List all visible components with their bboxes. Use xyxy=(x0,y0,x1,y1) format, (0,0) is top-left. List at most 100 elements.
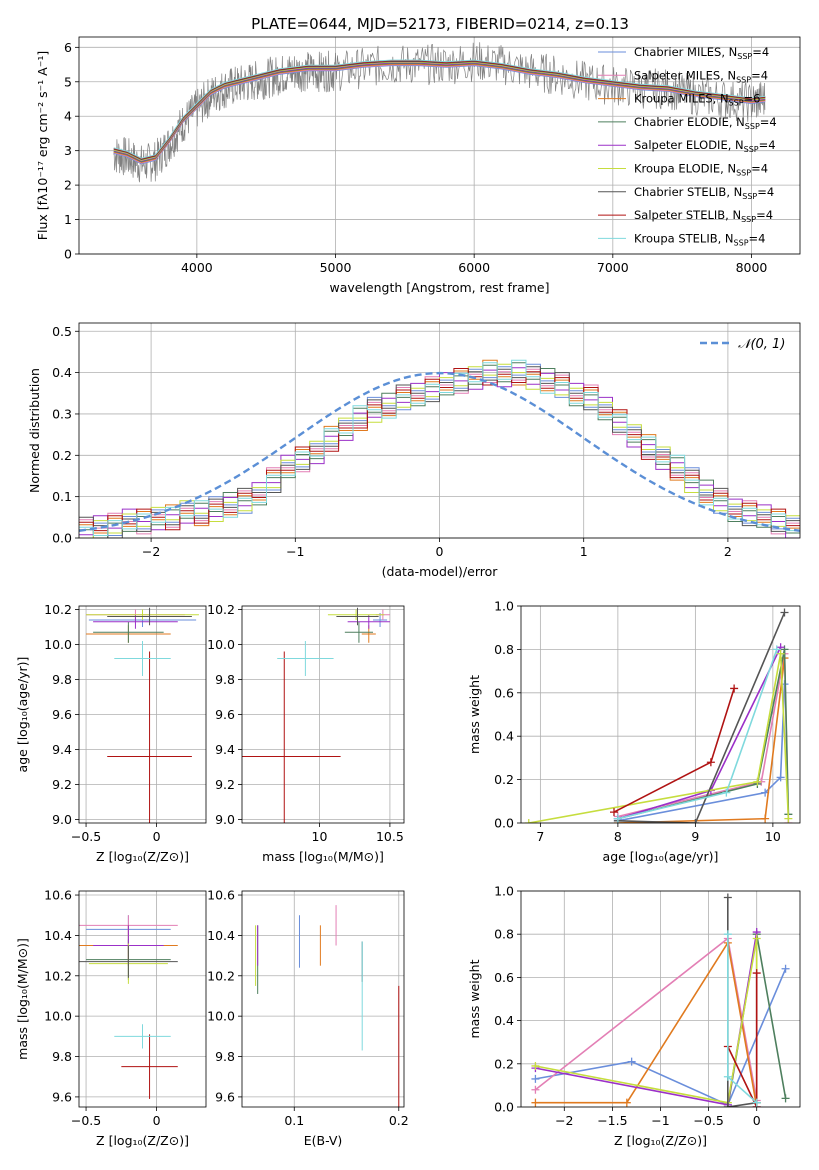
tick-label-x: 7000 xyxy=(597,260,629,275)
tick-label-y: 9.8 xyxy=(52,672,72,687)
spectrum-xlabel: wavelength [Angstrom, rest frame] xyxy=(329,280,549,295)
tick-label-x: 9 xyxy=(691,829,699,844)
tick-label-x: −0.5 xyxy=(693,1113,723,1128)
tick-label-y: 9.8 xyxy=(215,672,235,687)
weight-marker xyxy=(531,1074,540,1083)
mass-vs-z-frame xyxy=(78,890,207,1108)
tick-label-y: 6 xyxy=(64,40,72,55)
spectrum-panel: Chabrier MILES, NSSP=4 Salpeter MILES, NS… xyxy=(35,36,801,295)
weight-marker xyxy=(781,1094,790,1103)
tick-label-x: 7 xyxy=(536,829,544,844)
tick-label-y: 0.3 xyxy=(52,406,72,421)
normal-curve xyxy=(79,371,800,532)
legend-entry: Chabrier ELODIE, NSSP=4 xyxy=(634,115,777,131)
legend-entry: Salpeter MILES, NSSP=4 xyxy=(634,68,768,84)
legend-entry: 𝒩(0, 1) xyxy=(738,337,785,352)
weight-marker xyxy=(772,645,781,654)
tick-label-y: 10.4 xyxy=(207,928,235,943)
weight-marker xyxy=(752,1098,761,1107)
weight-marker xyxy=(610,808,618,817)
tick-label-x: 5000 xyxy=(320,260,352,275)
tick-label-y: 3 xyxy=(64,143,72,158)
tick-label-x: 1 xyxy=(580,544,588,559)
mass-vs-ebv-panel: 0.1 0.2 9.6 9.8 10.0 10.2 10.4 10.6 E(B-V) xyxy=(207,888,409,1148)
weight-marker xyxy=(722,788,731,797)
massweight-vs-z-panel: −2 −1.5 −1 −0.5 0 0.0 0.2 0.4 0.6 0.8 1.0 Z [log₁₀(… xyxy=(467,884,801,1148)
histogram-8 xyxy=(79,359,800,536)
tick-label-y: 0.6 xyxy=(494,970,514,985)
tick-label-y: 9.6 xyxy=(52,1089,72,1104)
tick-label-y: 10.0 xyxy=(207,1009,235,1024)
weight-marker xyxy=(781,964,790,973)
massweight-vs-age-marks xyxy=(524,608,793,823)
weight-marker xyxy=(723,1072,732,1081)
figure-title: PLATE=0644, MJD=52173, FIBERID=0214, z=0… xyxy=(251,15,629,33)
mass-vs-ebv-frame xyxy=(241,890,405,1108)
weight-line-6 xyxy=(617,612,786,823)
tick-label-y: 9.6 xyxy=(215,707,235,722)
weight-marker xyxy=(524,819,533,823)
tick-label-y: 0.4 xyxy=(52,365,72,380)
tick-label-y: 0.5 xyxy=(52,324,72,339)
age-vs-z-ylabel: age [log₁₀(age/yr)] xyxy=(15,657,30,773)
tick-label-y: 9.8 xyxy=(215,1049,235,1064)
tick-label-y: 9.6 xyxy=(52,707,72,722)
weight-marker xyxy=(723,1103,732,1107)
tick-label-x: −2 xyxy=(142,544,160,559)
residual-hist-ylabel: Normed distribution xyxy=(27,368,42,493)
tick-label-x: 10 xyxy=(312,829,328,844)
tick-label-y: 1 xyxy=(64,212,72,227)
histogram-2 xyxy=(79,359,800,534)
weight-marker xyxy=(761,814,770,823)
tick-label-x: 0 xyxy=(153,1113,161,1128)
tick-label-y: 10.0 xyxy=(44,1009,72,1024)
tick-label-x: 4000 xyxy=(181,260,213,275)
tick-label-y: 0.2 xyxy=(52,448,72,463)
residual-hist-marks xyxy=(79,359,800,538)
age-vs-mass-marks xyxy=(242,607,390,823)
tick-label-y: 9.6 xyxy=(215,1089,235,1104)
tick-label-x: 2 xyxy=(724,544,732,559)
tick-label-y: 10.6 xyxy=(44,888,72,903)
model-spectrum-8 xyxy=(113,59,766,159)
weight-marker xyxy=(723,893,732,902)
weight-marker xyxy=(776,649,785,658)
tick-label-y: 9.8 xyxy=(52,1049,72,1064)
weight-line-2 xyxy=(535,940,758,1107)
weight-line-5 xyxy=(528,653,790,823)
tick-label-y: 5 xyxy=(64,74,72,89)
weight-marker xyxy=(622,1098,631,1107)
age-vs-mass-xlabel: mass [log₁₀(M/M⊙)] xyxy=(262,849,384,864)
tick-label-x: −1 xyxy=(651,1113,669,1128)
tick-label-y: 0.2 xyxy=(494,1056,514,1071)
tick-label-y: 9.0 xyxy=(215,812,235,827)
tick-label-y: 9.2 xyxy=(52,777,72,792)
plot-layer: Chabrier MILES, NSSP=4 Salpeter MILES, NS… xyxy=(15,36,801,1148)
tick-label-y: 0.2 xyxy=(494,772,514,787)
weight-marker xyxy=(776,773,785,782)
weight-line-4 xyxy=(535,931,758,1107)
tick-label-y: 1.0 xyxy=(494,599,514,614)
tick-label-y: 10.6 xyxy=(207,888,235,903)
legend-entry: Kroupa ELODIE, NSSP=4 xyxy=(634,162,768,178)
weight-marker xyxy=(753,777,762,786)
massweight-vs-age-ylabel: mass weight xyxy=(467,675,482,754)
tick-label-x: 6000 xyxy=(458,260,490,275)
tick-label-x: 0 xyxy=(436,544,444,559)
age-vs-z-marks xyxy=(86,607,199,823)
tick-label-x: 8 xyxy=(614,829,622,844)
weight-marker xyxy=(531,1085,540,1094)
tick-label-x: 0.1 xyxy=(284,1113,304,1128)
mass-vs-ebv-xlabel: E(B-V) xyxy=(304,1133,343,1148)
weight-marker xyxy=(780,608,789,617)
legend-entry: Kroupa STELIB, NSSP=4 xyxy=(634,231,765,247)
tick-label-y: 0.4 xyxy=(494,1013,514,1028)
spectrum-frame xyxy=(78,36,801,255)
spectrum-ylabel: Flux [fλ10⁻¹⁷ erg cm⁻² s⁻¹ A⁻¹] xyxy=(35,51,50,240)
tick-label-y: 9.4 xyxy=(52,742,72,757)
tick-label-y: 2 xyxy=(64,178,72,193)
age-vs-z-panel: −0.5 0 9.0 9.2 9.4 9.6 9.8 10.0 10.2 Z [log₁₀(Z/Z… xyxy=(15,602,207,864)
massweight-vs-z-ylabel: mass weight xyxy=(467,959,482,1038)
tick-label-y: 10.2 xyxy=(44,968,72,983)
